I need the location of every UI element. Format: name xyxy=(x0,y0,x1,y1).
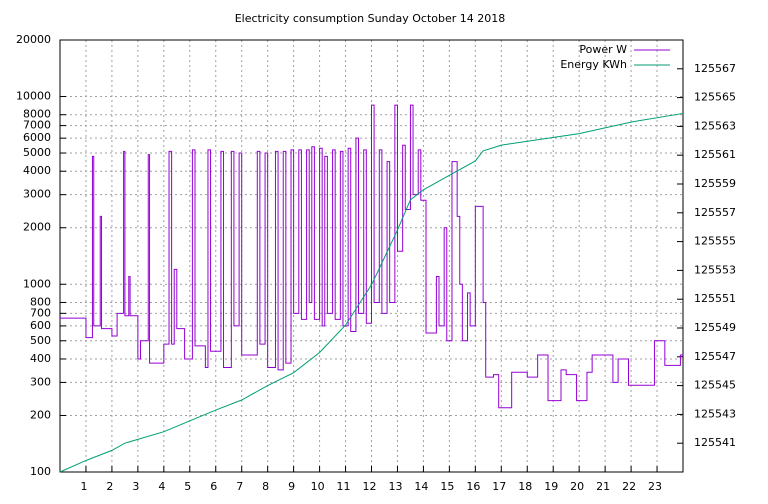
x-tick-label: 23 xyxy=(648,480,662,493)
x-tick-label: 8 xyxy=(262,480,269,493)
y-tick-label: 1000 xyxy=(23,277,51,290)
x-tick-label: 2 xyxy=(106,480,113,493)
x-tick-label: 11 xyxy=(337,480,351,493)
x-tick-label: 15 xyxy=(440,480,454,493)
x-tick-label: 6 xyxy=(210,480,217,493)
y-tick-label: 700 xyxy=(30,306,51,319)
y-tick-label: 20000 xyxy=(16,33,51,46)
series-line xyxy=(59,112,684,473)
y-tick-label: 7000 xyxy=(23,119,51,132)
x-tick-label: 3 xyxy=(132,480,139,493)
x-tick-label: 7 xyxy=(236,480,243,493)
y-tick-label: 100 xyxy=(30,465,51,478)
y-tick-label: 5000 xyxy=(23,146,51,159)
x-tick-label: 1 xyxy=(80,480,87,493)
x-tick-label: 16 xyxy=(466,480,480,493)
y2-tick-label: 125559 xyxy=(694,177,736,190)
y2-tick-label: 125557 xyxy=(694,206,736,219)
y2-tick-label: 125565 xyxy=(694,91,736,104)
y-tick-label: 300 xyxy=(30,375,51,388)
x-tick-label: 14 xyxy=(414,480,428,493)
y-tick-label: 400 xyxy=(30,352,51,365)
x-tick-label: 13 xyxy=(388,480,402,493)
x-tick-label: 5 xyxy=(184,480,191,493)
y2-tick-label: 125555 xyxy=(694,235,736,248)
x-tick-label: 17 xyxy=(492,480,506,493)
y2-tick-label: 125567 xyxy=(694,62,736,75)
y-tick-label: 800 xyxy=(30,295,51,308)
chart-title: Electricity consumption Sunday October 1… xyxy=(235,12,506,25)
y-tick-label: 600 xyxy=(30,319,51,332)
y2-tick-label: 125543 xyxy=(694,407,736,420)
y2-tick-label: 125547 xyxy=(694,350,736,363)
x-tick-label: 18 xyxy=(518,480,532,493)
y2-tick-label: 125549 xyxy=(694,321,736,334)
x-tick-label: 10 xyxy=(311,480,325,493)
x-tick-label: 4 xyxy=(158,480,165,493)
x-tick-label: 20 xyxy=(570,480,584,493)
y2-tick-label: 125561 xyxy=(694,148,736,161)
y-tick-label: 2000 xyxy=(23,221,51,234)
y2-tick-label: 125553 xyxy=(694,263,736,276)
y-tick-label: 3000 xyxy=(23,188,51,201)
y-tick-label: 500 xyxy=(30,334,51,347)
y2-tick-label: 125551 xyxy=(694,292,736,305)
x-tick-label: 19 xyxy=(544,480,558,493)
y2-tick-label: 125545 xyxy=(694,379,736,392)
x-tick-label: 9 xyxy=(288,480,295,493)
y2-tick-label: 125541 xyxy=(694,436,736,449)
x-tick-label: 21 xyxy=(596,480,610,493)
plot-frame xyxy=(59,39,684,473)
y-tick-label: 10000 xyxy=(16,90,51,103)
y-tick-label: 200 xyxy=(30,408,51,421)
legend-label: Power W xyxy=(579,43,627,56)
legend-label: Energy KWh xyxy=(560,58,627,71)
x-tick-label: 22 xyxy=(622,480,636,493)
series-line xyxy=(60,104,683,409)
y-tick-label: 4000 xyxy=(23,164,51,177)
y2-tick-label: 125563 xyxy=(694,119,736,132)
y-tick-label: 8000 xyxy=(23,108,51,121)
y-tick-label: 6000 xyxy=(23,131,51,144)
x-tick-label: 12 xyxy=(363,480,377,493)
